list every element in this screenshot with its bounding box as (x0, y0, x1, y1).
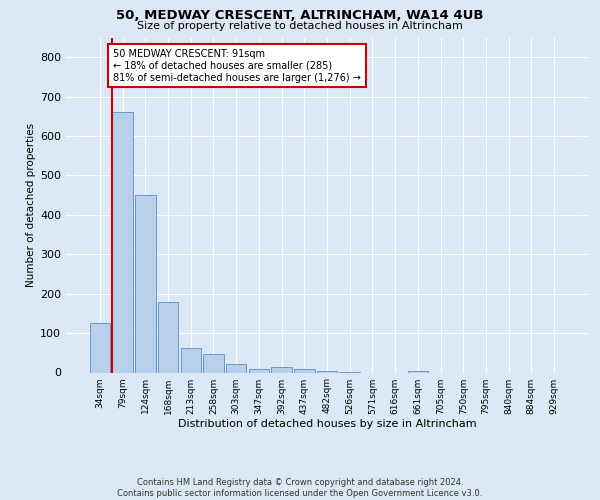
Text: 50, MEDWAY CRESCENT, ALTRINCHAM, WA14 4UB: 50, MEDWAY CRESCENT, ALTRINCHAM, WA14 4U… (116, 9, 484, 22)
Text: Size of property relative to detached houses in Altrincham: Size of property relative to detached ho… (137, 21, 463, 31)
Bar (294, 370, 314, 372)
Bar (203, 354, 224, 372)
Bar (226, 364, 247, 372)
X-axis label: Distribution of detached houses by size in Altrincham: Distribution of detached houses by size … (178, 420, 476, 430)
Y-axis label: Number of detached properties: Number of detached properties (26, 123, 36, 287)
Bar (90, 323, 110, 372)
Text: 50 MEDWAY CRESCENT: 91sqm
← 18% of detached houses are smaller (285)
81% of semi: 50 MEDWAY CRESCENT: 91sqm ← 18% of detac… (113, 50, 361, 82)
Bar (317, 370, 337, 372)
Bar (271, 368, 292, 372)
Bar (112, 112, 133, 372)
Text: Contains HM Land Registry data © Crown copyright and database right 2024.
Contai: Contains HM Land Registry data © Crown c… (118, 478, 482, 498)
Bar (248, 368, 269, 372)
Bar (135, 195, 155, 372)
Bar (181, 348, 201, 372)
Bar (407, 370, 428, 372)
Bar (158, 302, 178, 372)
